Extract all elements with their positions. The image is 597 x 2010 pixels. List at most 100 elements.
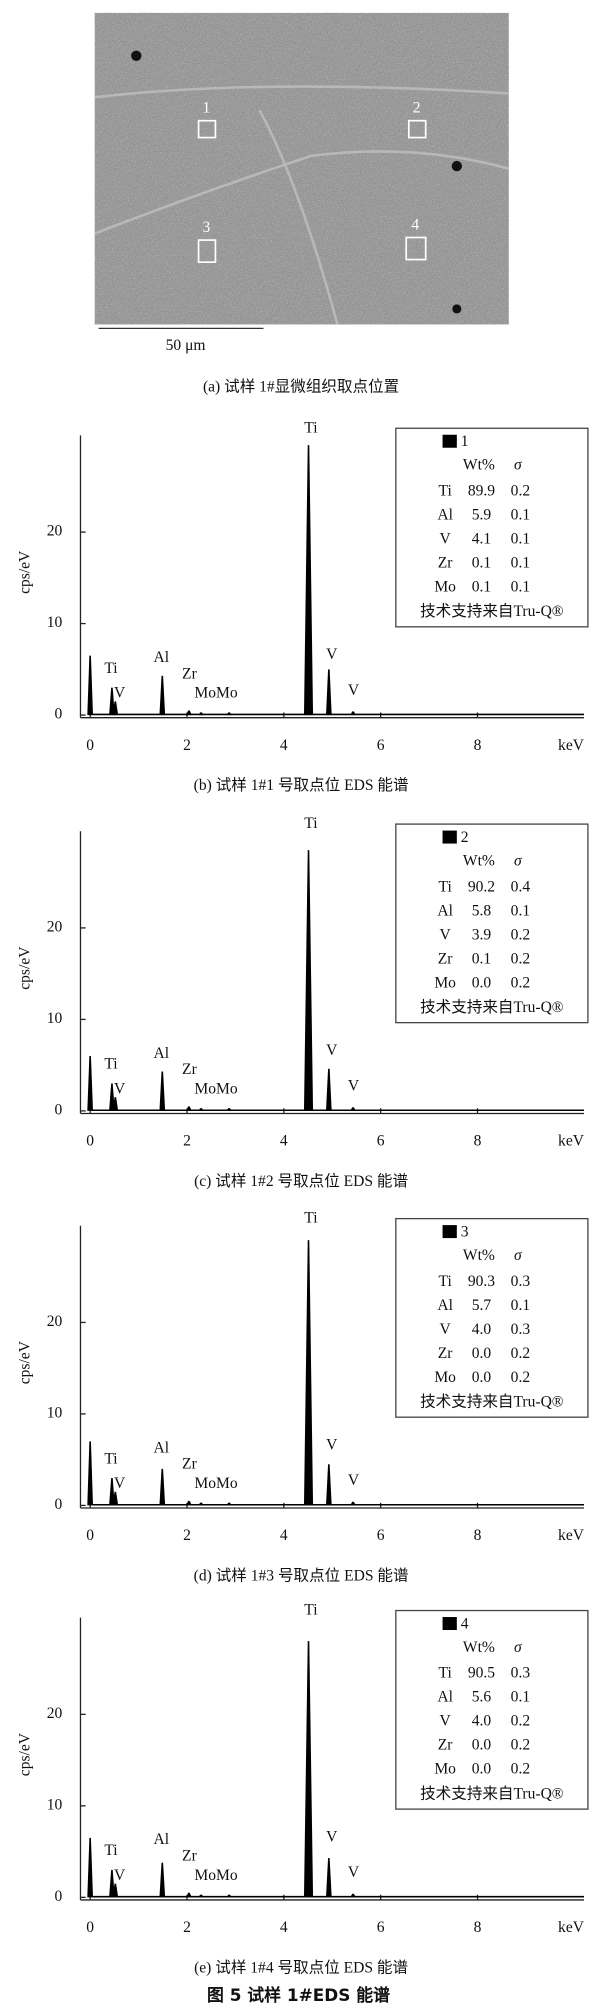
x-tick-label: 2 xyxy=(183,1919,191,1936)
peak xyxy=(198,712,204,716)
peak-label: Zr xyxy=(182,1456,198,1473)
y-axis-label: cps/eV xyxy=(17,1732,34,1776)
inset-wt: 5.6 xyxy=(472,1689,492,1706)
peak-label: Ti xyxy=(104,1450,118,1467)
inset-element: V xyxy=(440,1713,452,1730)
inset-wt: 0.0 xyxy=(472,974,492,991)
x-axis-label: keV xyxy=(558,1527,585,1544)
x-tick-label: 8 xyxy=(474,1527,482,1544)
peak xyxy=(112,1883,119,1898)
peak-label: V xyxy=(348,682,360,699)
x-tick-label: 0 xyxy=(86,1919,94,1936)
inset-wt: 5.9 xyxy=(472,506,492,523)
caption: (e) 试样 1#4 号取点位 EDS 能谱 xyxy=(194,1958,408,1976)
peak-label: Ti xyxy=(304,1602,318,1619)
peak-label: V xyxy=(348,1472,360,1489)
peak xyxy=(87,1056,94,1111)
x-tick-label: 4 xyxy=(280,1919,288,1936)
inset-element: Al xyxy=(437,506,453,523)
inset-sigma: 0.1 xyxy=(511,1689,530,1706)
caption: (c) 试样 1#2 号取点位 EDS 能谱 xyxy=(194,1172,408,1190)
peak xyxy=(325,1464,332,1506)
x-tick-label: 6 xyxy=(377,1527,385,1544)
inset-sigma: 0.3 xyxy=(511,1273,531,1290)
peak-label: Ti xyxy=(104,1056,118,1073)
pore xyxy=(131,50,142,61)
micrograph-grain xyxy=(94,12,509,325)
peak xyxy=(303,850,314,1111)
inset-sigma: 0.1 xyxy=(511,530,530,547)
peak xyxy=(109,1869,115,1898)
peak-label: Zr xyxy=(182,665,198,682)
point-box xyxy=(197,239,217,263)
inset-sigma: 0.1 xyxy=(511,1297,530,1314)
inset-sigma: 0.3 xyxy=(511,1321,531,1338)
inset-wt: 0.0 xyxy=(472,1737,492,1754)
x-tick-label: 2 xyxy=(183,737,191,754)
point-box xyxy=(405,236,427,261)
inset-swatch xyxy=(442,1225,457,1239)
peak-label: V xyxy=(114,1867,126,1884)
inset-sigma: 0.2 xyxy=(511,1345,530,1362)
inset-wt: 90.2 xyxy=(468,878,495,895)
peak xyxy=(303,1641,314,1898)
peak xyxy=(159,1862,166,1898)
x-tick-label: 0 xyxy=(86,1133,94,1150)
y-axis-label: cps/eV xyxy=(17,550,34,594)
inset-wt: 0.1 xyxy=(472,578,491,595)
x-tick-label: 4 xyxy=(280,737,288,754)
peak-label: Ti xyxy=(304,815,318,832)
caption: (a) 试样 1#显微组织取点位置 xyxy=(203,378,399,396)
y-tick-label: 0 xyxy=(55,1888,63,1905)
inset-label: 2 xyxy=(461,829,469,846)
inset-element: Al xyxy=(437,1689,453,1706)
y-tick-label: 10 xyxy=(47,614,63,631)
point-label: 3 xyxy=(202,219,210,236)
x-tick-label: 2 xyxy=(183,1527,191,1544)
inset-element: Al xyxy=(437,902,453,919)
inset-sigma: 0.2 xyxy=(511,482,530,499)
pore xyxy=(451,160,463,172)
peak-label: Ti xyxy=(104,660,118,677)
inset-element: Zr xyxy=(438,950,454,967)
peak xyxy=(303,1240,314,1506)
inset-sigma: 0.1 xyxy=(511,554,530,571)
y-tick-label: 20 xyxy=(47,918,63,935)
inset-sigma: 0.2 xyxy=(511,1761,530,1778)
pore xyxy=(452,304,462,314)
inset-wt: 3.9 xyxy=(472,926,492,943)
peak xyxy=(226,1894,232,1898)
peak xyxy=(109,1477,115,1506)
inset-wt: 5.8 xyxy=(472,902,492,919)
point-label: 1 xyxy=(202,100,210,117)
inset-swatch xyxy=(442,434,457,448)
peak xyxy=(186,1892,192,1898)
x-tick-label: 8 xyxy=(474,1919,482,1936)
peak xyxy=(198,1502,204,1506)
peak xyxy=(350,1107,356,1111)
inset-wt: 4.0 xyxy=(472,1713,492,1730)
micrograph: 1 2 3 4 50 μm (a) 试样 1#显微组织取点位置 xyxy=(94,12,510,396)
inset-element: V xyxy=(440,1321,452,1338)
inset-swatch xyxy=(442,1617,457,1631)
y-tick-label: 0 xyxy=(55,1101,63,1118)
peak xyxy=(109,1083,115,1111)
peak-label: V xyxy=(114,685,126,702)
point-label: 2 xyxy=(413,100,421,117)
caption: (d) 试样 1#3 号取点位 EDS 能谱 xyxy=(194,1566,409,1584)
spectrum-chart: 0 10 20 0 2 4 6 8 keV cps/eV Ti V Al Zr MoMo Ti V V 3 Wt% σ T… xyxy=(17,1210,589,1584)
grain-boundary xyxy=(94,85,510,325)
peak-label: V xyxy=(114,1080,126,1097)
peak xyxy=(87,655,94,716)
peak xyxy=(325,669,332,716)
inset-wt: 0.0 xyxy=(472,1761,492,1778)
peak xyxy=(112,701,119,716)
peak-label: MoMo xyxy=(194,685,237,702)
peak xyxy=(159,675,166,716)
y-tick-label: 10 xyxy=(47,1405,63,1422)
inset-sigma: 0.2 xyxy=(511,1737,530,1754)
peak xyxy=(159,1468,166,1506)
point-box xyxy=(407,119,427,139)
